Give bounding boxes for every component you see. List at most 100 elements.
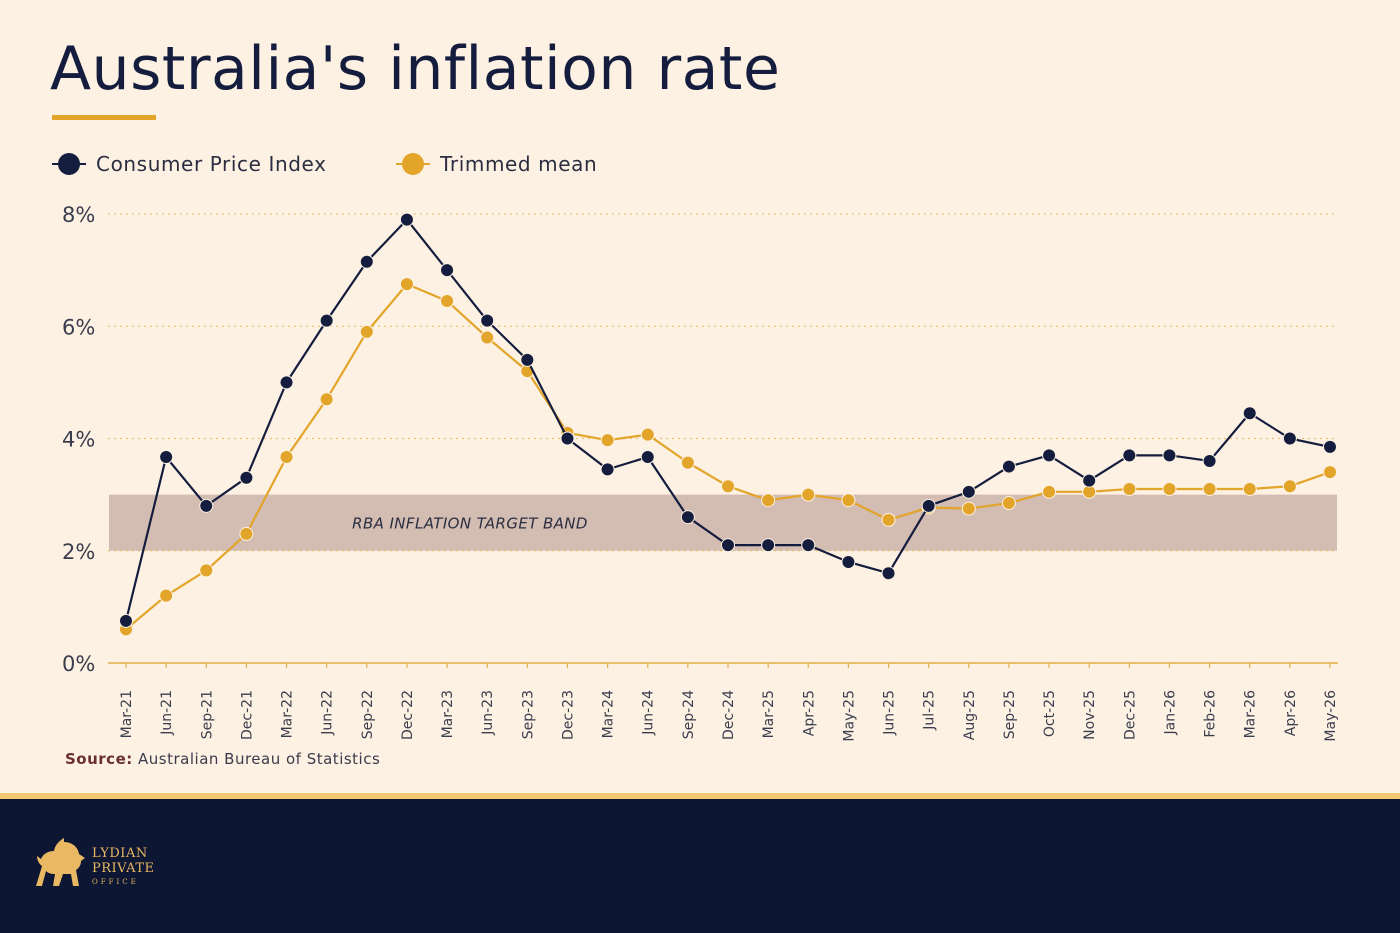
data-point-cpi [1202,453,1217,468]
x-tick-label: Feb-26 [1203,690,1219,738]
x-tick-label: Apr-25 [801,690,817,736]
data-point-cpi [440,263,455,278]
source-text: Australian Bureau of Statistics [138,750,381,768]
x-tick-label: Jan-26 [1162,690,1178,736]
brand-name-line1: LYDIAN [92,846,148,861]
data-point-cpi [480,313,495,328]
data-point-trimmed-mean [399,277,414,292]
data-point-cpi [721,538,735,553]
data-point-cpi [1162,448,1177,463]
data-point-trimmed-mean [1042,484,1057,499]
data-point-cpi [1042,448,1057,463]
data-point-cpi [841,554,856,569]
data-point-cpi [239,470,254,485]
data-point-trimmed-mean [480,330,495,345]
y-tick-label: 4% [62,428,95,452]
series-line-trimmed-mean [125,283,1331,631]
data-point-cpi [881,566,896,581]
x-tick-label: Mar-24 [601,690,617,738]
x-tick-label: May-26 [1323,690,1339,742]
data-point-cpi [399,212,414,227]
series-line-cpi [124,218,1331,622]
data-point-trimmed-mean [440,293,455,308]
data-point-trimmed-mean [801,487,816,502]
data-point-cpi [921,498,936,513]
footer-stripe [0,793,1400,799]
data-point-cpi [1082,473,1097,488]
data-point-cpi [520,352,535,367]
data-point-trimmed-mean [319,392,334,407]
data-point-cpi [1242,406,1257,421]
data-point-cpi [1001,459,1016,474]
data-point-cpi [319,313,334,328]
data-point-trimmed-mean [1323,465,1337,480]
data-point-cpi [1323,439,1337,454]
data-point-trimmed-mean [961,501,976,516]
data-point-trimmed-mean [199,563,214,578]
data-point-trimmed-mean [841,493,856,508]
data-point-trimmed-mean [1122,482,1137,497]
x-tick-label: Dec-25 [1122,690,1138,740]
x-tick-label: Mar-22 [280,690,296,738]
x-tick-label: Sep-25 [1002,690,1018,739]
page-title: Australia's inflation rate [50,34,781,104]
data-point-trimmed-mean [761,493,776,508]
data-point-cpi [199,498,214,513]
x-tick-label: Mar-26 [1243,690,1259,738]
data-point-cpi [279,375,294,390]
x-tick-label: Dec-23 [560,690,576,740]
data-point-trimmed-mean [680,455,695,470]
brand-logo: LYDIAN PRIVATE OFFICE [34,838,164,890]
source-note: Source: Australian Bureau of Statistics [65,750,380,768]
data-point-trimmed-mean [359,324,374,339]
x-tick-label: Mar-23 [440,690,456,738]
x-tick-label: Aug-25 [962,690,978,740]
x-tick-label: Jun-21 [159,690,175,736]
y-tick-label: 0% [62,652,95,676]
target-band-label: RBA INFLATION TARGET BAND [352,515,588,533]
data-point-cpi [761,538,776,553]
data-point-cpi [560,431,575,446]
data-point-cpi [640,450,655,465]
data-point-cpi [801,538,816,553]
data-point-trimmed-mean [1001,496,1016,511]
x-tick-label: Jun-25 [882,690,898,736]
data-point-trimmed-mean [279,450,294,465]
x-tick-label: Nov-25 [1082,690,1098,740]
data-point-cpi [159,450,174,465]
legend-marker-trimmed-mean [396,153,430,175]
data-point-trimmed-mean [640,427,655,442]
data-point-cpi [119,613,133,628]
legend-label-cpi: Consumer Price Index [96,152,327,176]
legend-label-trimmed-mean: Trimmed mean [440,152,598,176]
data-point-cpi [600,462,615,477]
data-point-trimmed-mean [1282,479,1297,494]
x-tick-label: Dec-21 [239,690,255,740]
brand-name-line3: OFFICE [92,878,139,886]
x-tick-label: Apr-26 [1283,690,1299,736]
data-point-trimmed-mean [1242,482,1257,497]
data-point-trimmed-mean [159,588,174,603]
x-tick-label: Oct-25 [1042,690,1058,737]
source-label: Source: [65,750,133,768]
data-point-trimmed-mean [239,526,254,541]
lion-icon [36,838,85,886]
inflation-line-chart: RBA INFLATION TARGET BAND 0% 2% 4% 6% 8% Mar-2… [62,203,1339,742]
x-tick-label: Jun-24 [641,690,657,736]
data-point-trimmed-mean [1162,482,1177,497]
x-tick-label: Mar-21 [119,690,135,738]
y-tick-label: 2% [62,540,95,564]
data-point-trimmed-mean [721,479,735,494]
x-tick-label: Mar-25 [761,690,777,738]
x-tick-label: Dec-22 [400,690,416,740]
data-point-trimmed-mean [881,512,896,527]
x-tick-label: Jun-22 [320,690,336,736]
data-point-cpi [961,484,976,499]
y-tick-label: 8% [62,203,95,227]
brand-name-line2: PRIVATE [92,861,155,876]
data-point-cpi [1282,431,1297,446]
data-point-cpi [680,510,695,525]
x-tick-label: Sep-21 [199,690,215,739]
x-tick-label: Sep-23 [520,690,536,739]
title-underline [52,115,156,120]
